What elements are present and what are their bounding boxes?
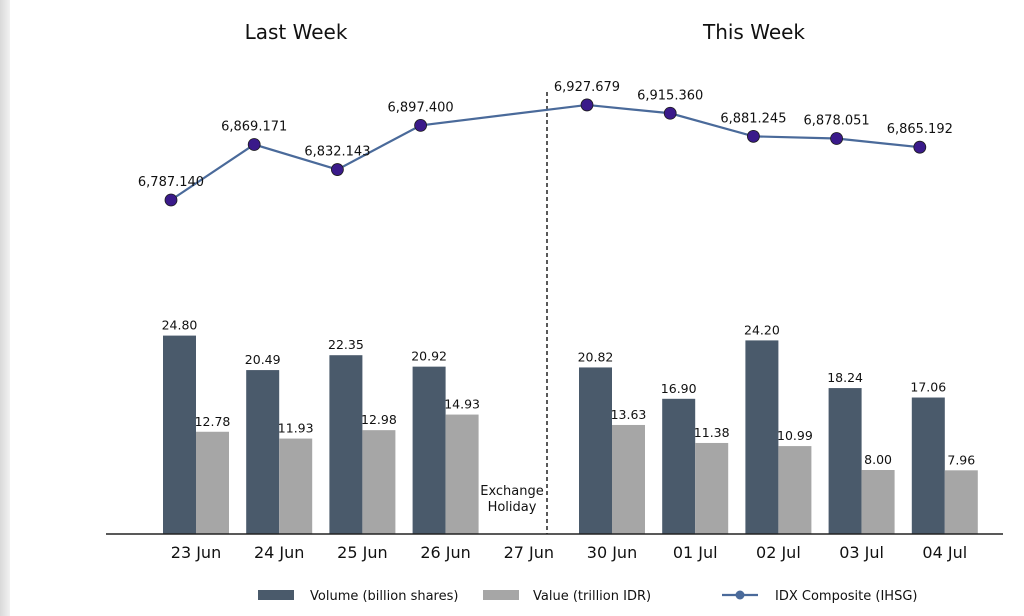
- volume-bar: [412, 366, 446, 534]
- volume-data-label: 20.92: [411, 349, 447, 364]
- value-bar: [362, 430, 396, 534]
- value-data-label: 10.99: [777, 428, 813, 443]
- value-bar: [778, 446, 812, 534]
- idx-composite-data-label: 6,869.171: [221, 120, 287, 135]
- idx-composite-data-label: 6,897.400: [388, 100, 454, 115]
- x-tick-label: 25 Jun: [337, 543, 387, 562]
- idx-composite-point: [164, 193, 178, 207]
- volume-bar: [828, 388, 862, 534]
- x-tick-label: 26 Jun: [420, 543, 470, 562]
- idx-composite-point: [663, 106, 677, 120]
- idx-composite-data-label: 6,832.143: [304, 145, 370, 160]
- volume-data-label: 18.24: [827, 370, 863, 385]
- value-bar: [445, 414, 479, 534]
- legend-swatch-idx-marker: [735, 590, 745, 600]
- volume-bar: [745, 340, 779, 534]
- volume-data-label: 16.90: [661, 381, 697, 396]
- volume-bar: [662, 398, 696, 534]
- idx-composite-point: [830, 132, 843, 145]
- idx-composite-data-label: 6,878.051: [804, 113, 870, 128]
- x-tick-label: 27 Jun: [504, 543, 554, 562]
- holiday-annotation-line1: Exchange: [480, 484, 544, 499]
- value-data-label: 12.98: [361, 412, 397, 427]
- volume-bar: [911, 397, 945, 534]
- x-tick-label: 30 Jun: [587, 543, 637, 562]
- idx-composite-data-label: 6,881.245: [720, 111, 786, 126]
- value-bar: [279, 438, 313, 534]
- volume-bar: [579, 367, 612, 534]
- value-data-label: 7.96: [947, 452, 975, 467]
- value-bar: [861, 470, 895, 534]
- idx-composite-point: [747, 129, 760, 143]
- idx-composite-point: [247, 138, 261, 151]
- idx-composite-data-label: 6,927.679: [554, 80, 620, 95]
- x-tick-label: 24 Jun: [254, 543, 304, 562]
- idx-composite-data-label: 6,865.192: [887, 122, 953, 137]
- volume-data-label: 20.82: [578, 349, 614, 364]
- section-title-last-week: Last Week: [245, 20, 348, 44]
- volume-data-label: 17.06: [910, 380, 946, 395]
- value-bar: [695, 442, 729, 534]
- volume-data-label: 22.35: [328, 337, 364, 352]
- x-tick-label: 23 Jun: [171, 543, 221, 562]
- value-data-label: 11.93: [278, 421, 314, 436]
- x-tick-label: 03 Jul: [839, 543, 884, 562]
- volume-bar: [329, 355, 363, 534]
- value-data-label: 12.78: [195, 414, 231, 429]
- volume-data-label: 20.49: [245, 352, 281, 367]
- value-data-label: 11.38: [694, 425, 730, 440]
- x-tick-label: 01 Jul: [673, 543, 718, 562]
- legend-label-idx: IDX Composite (IHSG): [775, 589, 917, 604]
- legend-swatch-value: [483, 590, 519, 600]
- idx-composite-point: [330, 163, 344, 176]
- volume-data-label: 24.80: [162, 318, 198, 333]
- value-bar: [612, 424, 645, 534]
- x-tick-label: 04 Jul: [922, 543, 967, 562]
- value-data-label: 8.00: [864, 452, 892, 467]
- holiday-annotation-line2: Holiday: [488, 500, 537, 515]
- legend-label-volume: Volume (billion shares): [310, 589, 458, 604]
- left-edge-strip: [0, 0, 10, 616]
- section-title-this-week: This Week: [702, 20, 805, 44]
- idx-composite-point: [414, 119, 428, 132]
- value-data-label: 14.93: [444, 397, 480, 412]
- volume-data-label: 24.20: [744, 322, 780, 337]
- volume-bar: [163, 335, 196, 534]
- legend-swatch-volume: [258, 590, 294, 600]
- legend-label-value: Value (trillion IDR): [533, 589, 651, 604]
- idx-composite-data-label: 6,787.140: [138, 175, 204, 190]
- value-data-label: 13.63: [611, 407, 647, 422]
- x-tick-label: 02 Jul: [756, 543, 801, 562]
- idx-composite-point: [580, 98, 594, 112]
- idx-composite-data-label: 6,915.360: [637, 88, 703, 103]
- value-bar: [196, 431, 229, 534]
- volume-bar: [246, 370, 280, 534]
- idx-composite-point: [913, 140, 927, 154]
- value-bar: [944, 470, 978, 534]
